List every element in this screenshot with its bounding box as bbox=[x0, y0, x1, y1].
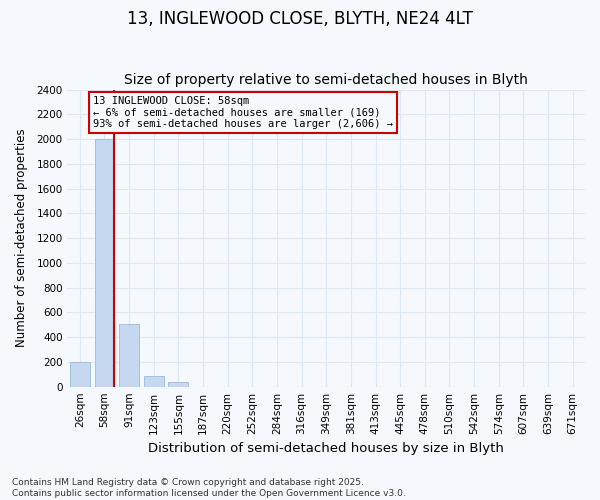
Bar bbox=[144, 376, 164, 386]
Text: 13 INGLEWOOD CLOSE: 58sqm
← 6% of semi-detached houses are smaller (169)
93% of : 13 INGLEWOOD CLOSE: 58sqm ← 6% of semi-d… bbox=[94, 96, 394, 129]
Y-axis label: Number of semi-detached properties: Number of semi-detached properties bbox=[15, 129, 28, 348]
Text: Contains HM Land Registry data © Crown copyright and database right 2025.
Contai: Contains HM Land Registry data © Crown c… bbox=[12, 478, 406, 498]
Title: Size of property relative to semi-detached houses in Blyth: Size of property relative to semi-detach… bbox=[124, 73, 528, 87]
Text: 13, INGLEWOOD CLOSE, BLYTH, NE24 4LT: 13, INGLEWOOD CLOSE, BLYTH, NE24 4LT bbox=[127, 10, 473, 28]
Bar bbox=[95, 139, 114, 386]
Bar bbox=[70, 362, 89, 386]
X-axis label: Distribution of semi-detached houses by size in Blyth: Distribution of semi-detached houses by … bbox=[148, 442, 504, 455]
Bar bbox=[169, 382, 188, 386]
Bar bbox=[119, 324, 139, 386]
